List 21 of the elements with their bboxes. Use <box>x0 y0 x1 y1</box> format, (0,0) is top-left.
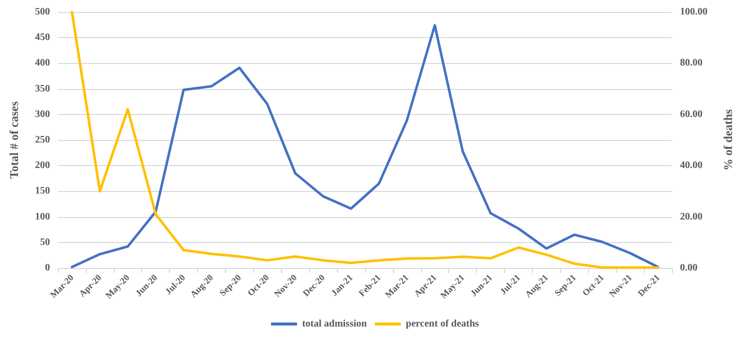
y2-axis-title: % of deaths <box>721 109 735 171</box>
y-tick-label: 50 <box>40 236 50 248</box>
y-tick-label: 250 <box>35 134 50 146</box>
y2-tick-label: 100.00 <box>680 6 708 18</box>
y-axis-title: Total # of cases <box>7 101 21 179</box>
y-tick-label: 400 <box>35 58 50 69</box>
y2-tick-label: 60.00 <box>680 108 702 120</box>
y2-tick-label: 80.00 <box>680 58 702 69</box>
legend-label: total admission <box>302 318 368 330</box>
legend-label: percent of deaths <box>406 318 480 330</box>
y2-tick-label: 20.00 <box>680 211 702 222</box>
y-tick-label: 100 <box>35 211 50 222</box>
y-tick-label: 500 <box>35 6 50 18</box>
y2-tick-label: 0.00 <box>680 262 698 274</box>
y-tick-label: 0 <box>45 262 50 274</box>
y-tick-label: 200 <box>35 160 50 172</box>
y-tick-label: 150 <box>35 186 50 197</box>
y2-tick-label: 40.00 <box>680 160 702 172</box>
y-tick-label: 300 <box>35 108 50 120</box>
y-tick-label: 350 <box>35 83 50 94</box>
y-tick-label: 450 <box>35 32 50 44</box>
